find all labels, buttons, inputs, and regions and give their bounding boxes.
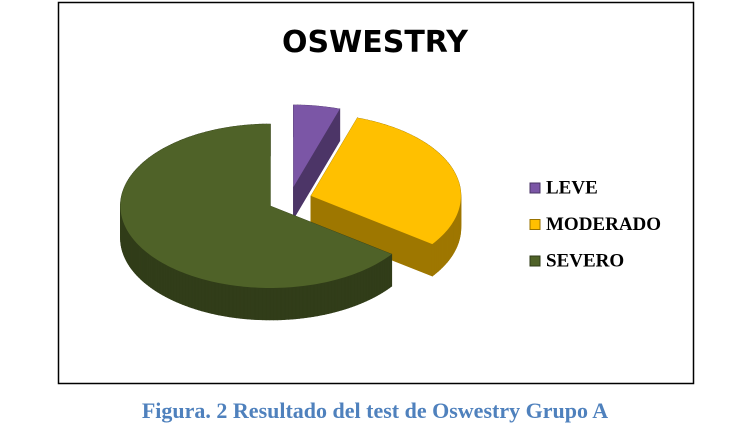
slice-side	[211, 281, 216, 315]
pie-slice	[293, 104, 340, 187]
chart-title: OSWESTRY	[282, 25, 469, 60]
slice-side	[232, 285, 237, 319]
legend-label: LEVE	[546, 177, 598, 198]
slice-side	[145, 251, 149, 287]
slice-side	[157, 259, 161, 295]
slice-side	[221, 283, 226, 317]
slice-side	[176, 269, 180, 304]
legend-swatch	[529, 219, 541, 230]
slice-side	[334, 278, 339, 313]
legend-swatch	[529, 182, 541, 194]
slice-side	[365, 267, 370, 302]
slice-side	[143, 249, 147, 285]
slice-side	[291, 286, 297, 320]
slice-side	[368, 265, 373, 301]
slice-side	[225, 283, 230, 318]
slice-side	[347, 274, 352, 309]
slice-side	[154, 257, 158, 293]
slice-side	[254, 287, 259, 321]
slice-side	[191, 275, 196, 310]
slice-side	[310, 284, 315, 318]
slice-side	[374, 263, 378, 298]
slice-side	[236, 285, 241, 319]
slice-side	[313, 283, 318, 317]
slice-side	[337, 277, 342, 312]
slice-side	[382, 258, 386, 294]
slice-side	[204, 279, 209, 314]
slice-side	[185, 273, 189, 308]
slice-side	[389, 253, 393, 289]
slice-side	[239, 285, 245, 320]
pie-slice	[120, 123, 392, 288]
slice-side	[243, 286, 248, 320]
slice-side	[306, 284, 311, 318]
slice-side	[165, 264, 169, 299]
slice-side	[354, 272, 358, 307]
pie-tops	[120, 104, 461, 288]
slice-side	[247, 286, 252, 320]
legend-label: SEVERO	[546, 250, 624, 271]
caption: Figura. 2 Resultado del test de Oswestry…	[142, 398, 608, 423]
slice-side	[214, 281, 219, 316]
slice-side	[159, 261, 164, 296]
slice-side	[167, 265, 172, 300]
slice-side	[194, 276, 199, 311]
legend-swatch	[529, 255, 541, 267]
slice-side	[201, 278, 206, 313]
slice-side	[386, 255, 390, 291]
slice-side	[262, 287, 267, 321]
slice-side	[152, 256, 156, 292]
slice-side	[357, 271, 361, 306]
slice-side	[273, 287, 278, 321]
slice-side	[182, 271, 186, 307]
slice-side	[173, 268, 177, 303]
slice-side	[295, 286, 300, 320]
slice-side	[344, 275, 349, 310]
slice-side	[188, 274, 193, 309]
slice-side	[299, 285, 304, 319]
slice-side	[379, 260, 383, 295]
slice-side	[288, 286, 293, 320]
slice-side	[371, 264, 375, 299]
slice-side	[320, 282, 325, 316]
slice-side	[324, 281, 329, 315]
slice-side	[265, 287, 271, 321]
slice-side	[350, 273, 355, 308]
slice-side	[431, 241, 435, 277]
slice-side	[280, 287, 286, 321]
slice-side	[170, 266, 174, 302]
slice-side	[376, 261, 381, 297]
legend-label: MODERADO	[546, 214, 661, 235]
slice-side	[258, 287, 263, 321]
slice-side	[179, 270, 183, 305]
slice-side	[197, 277, 202, 312]
slice-side	[363, 268, 367, 303]
slice-side	[276, 287, 282, 321]
slice-side	[284, 287, 289, 320]
slice-side	[250, 286, 256, 320]
slice-side	[327, 280, 332, 315]
slice-side	[218, 282, 223, 316]
slice-side	[331, 279, 336, 314]
slice-side	[162, 262, 166, 298]
slice-side	[148, 253, 151, 288]
slice-side	[302, 285, 308, 319]
slice-side	[228, 284, 234, 318]
slice-side	[341, 276, 346, 311]
slice-side	[434, 240, 437, 276]
slice-side	[150, 254, 154, 290]
slice-side	[384, 256, 388, 292]
slice-side	[360, 269, 364, 305]
slice-side	[269, 287, 274, 321]
pie-slice	[310, 117, 461, 245]
slice-side	[317, 282, 322, 317]
slice-side	[207, 280, 212, 314]
